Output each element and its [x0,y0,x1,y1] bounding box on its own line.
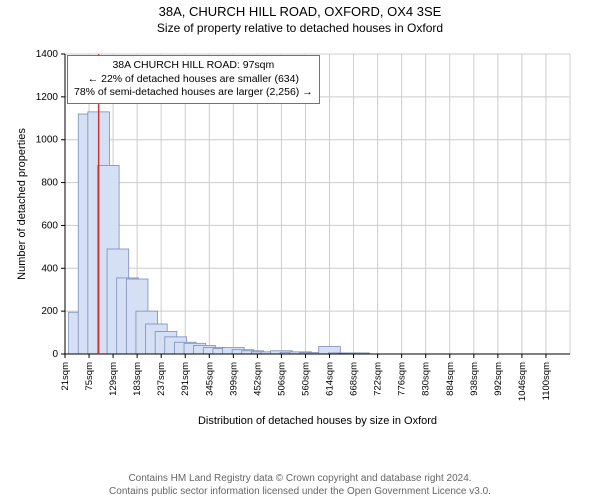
svg-text:614sqm: 614sqm [325,362,336,396]
svg-text:Distribution of detached house: Distribution of detached houses by size … [198,415,437,427]
svg-text:884sqm: 884sqm [445,362,456,396]
annotation-line-1: 38A CHURCH HILL ROAD: 97sqm [74,59,313,73]
svg-text:992sqm: 992sqm [493,362,504,396]
svg-text:668sqm: 668sqm [349,362,360,396]
annotation-line-2: ← 22% of detached houses are smaller (63… [74,73,313,87]
footer-line-1: Contains HM Land Registry data © Crown c… [0,472,600,485]
svg-text:1400: 1400 [36,49,59,60]
annotation-box: 38A CHURCH HILL ROAD: 97sqm ← 22% of det… [67,55,320,104]
svg-text:1100sqm: 1100sqm [541,362,552,400]
footer: Contains HM Land Registry data © Crown c… [0,472,600,498]
svg-text:200: 200 [41,306,58,317]
svg-text:237sqm: 237sqm [156,362,167,396]
footer-line-2: Contains public sector information licen… [0,485,600,498]
svg-text:1000: 1000 [36,135,59,146]
svg-text:399sqm: 399sqm [228,362,239,396]
annotation-line-3: 78% of semi-detached houses are larger (… [74,86,313,100]
svg-text:1200: 1200 [36,92,59,103]
chart-container: 0 200 400 600 800 1000 1200 1400 21sqm 75sqm 129sq… [10,44,590,444]
histogram-chart: 0 200 400 600 800 1000 1200 1400 21sqm 75sqm 129sq… [10,44,590,444]
svg-text:0: 0 [52,349,58,360]
page-subtitle: Size of property relative to detached ho… [0,21,600,35]
svg-text:600: 600 [41,220,58,231]
svg-text:776sqm: 776sqm [397,362,408,396]
svg-text:345sqm: 345sqm [204,362,215,396]
page-title: 38A, CHURCH HILL ROAD, OXFORD, OX4 3SE [0,4,600,19]
svg-text:722sqm: 722sqm [373,362,384,396]
svg-text:Number of detached properties: Number of detached properties [16,128,28,280]
svg-text:800: 800 [41,178,58,189]
svg-text:21sqm: 21sqm [60,362,71,391]
svg-text:1046sqm: 1046sqm [517,362,528,401]
svg-text:291sqm: 291sqm [180,362,191,396]
svg-text:938sqm: 938sqm [469,362,480,396]
svg-text:75sqm: 75sqm [84,362,95,391]
svg-text:506sqm: 506sqm [276,362,287,396]
svg-text:830sqm: 830sqm [421,362,432,396]
svg-text:400: 400 [41,263,58,274]
svg-text:560sqm: 560sqm [300,362,311,396]
svg-text:452sqm: 452sqm [252,362,263,396]
svg-text:129sqm: 129sqm [108,362,119,396]
svg-text:183sqm: 183sqm [132,362,143,396]
